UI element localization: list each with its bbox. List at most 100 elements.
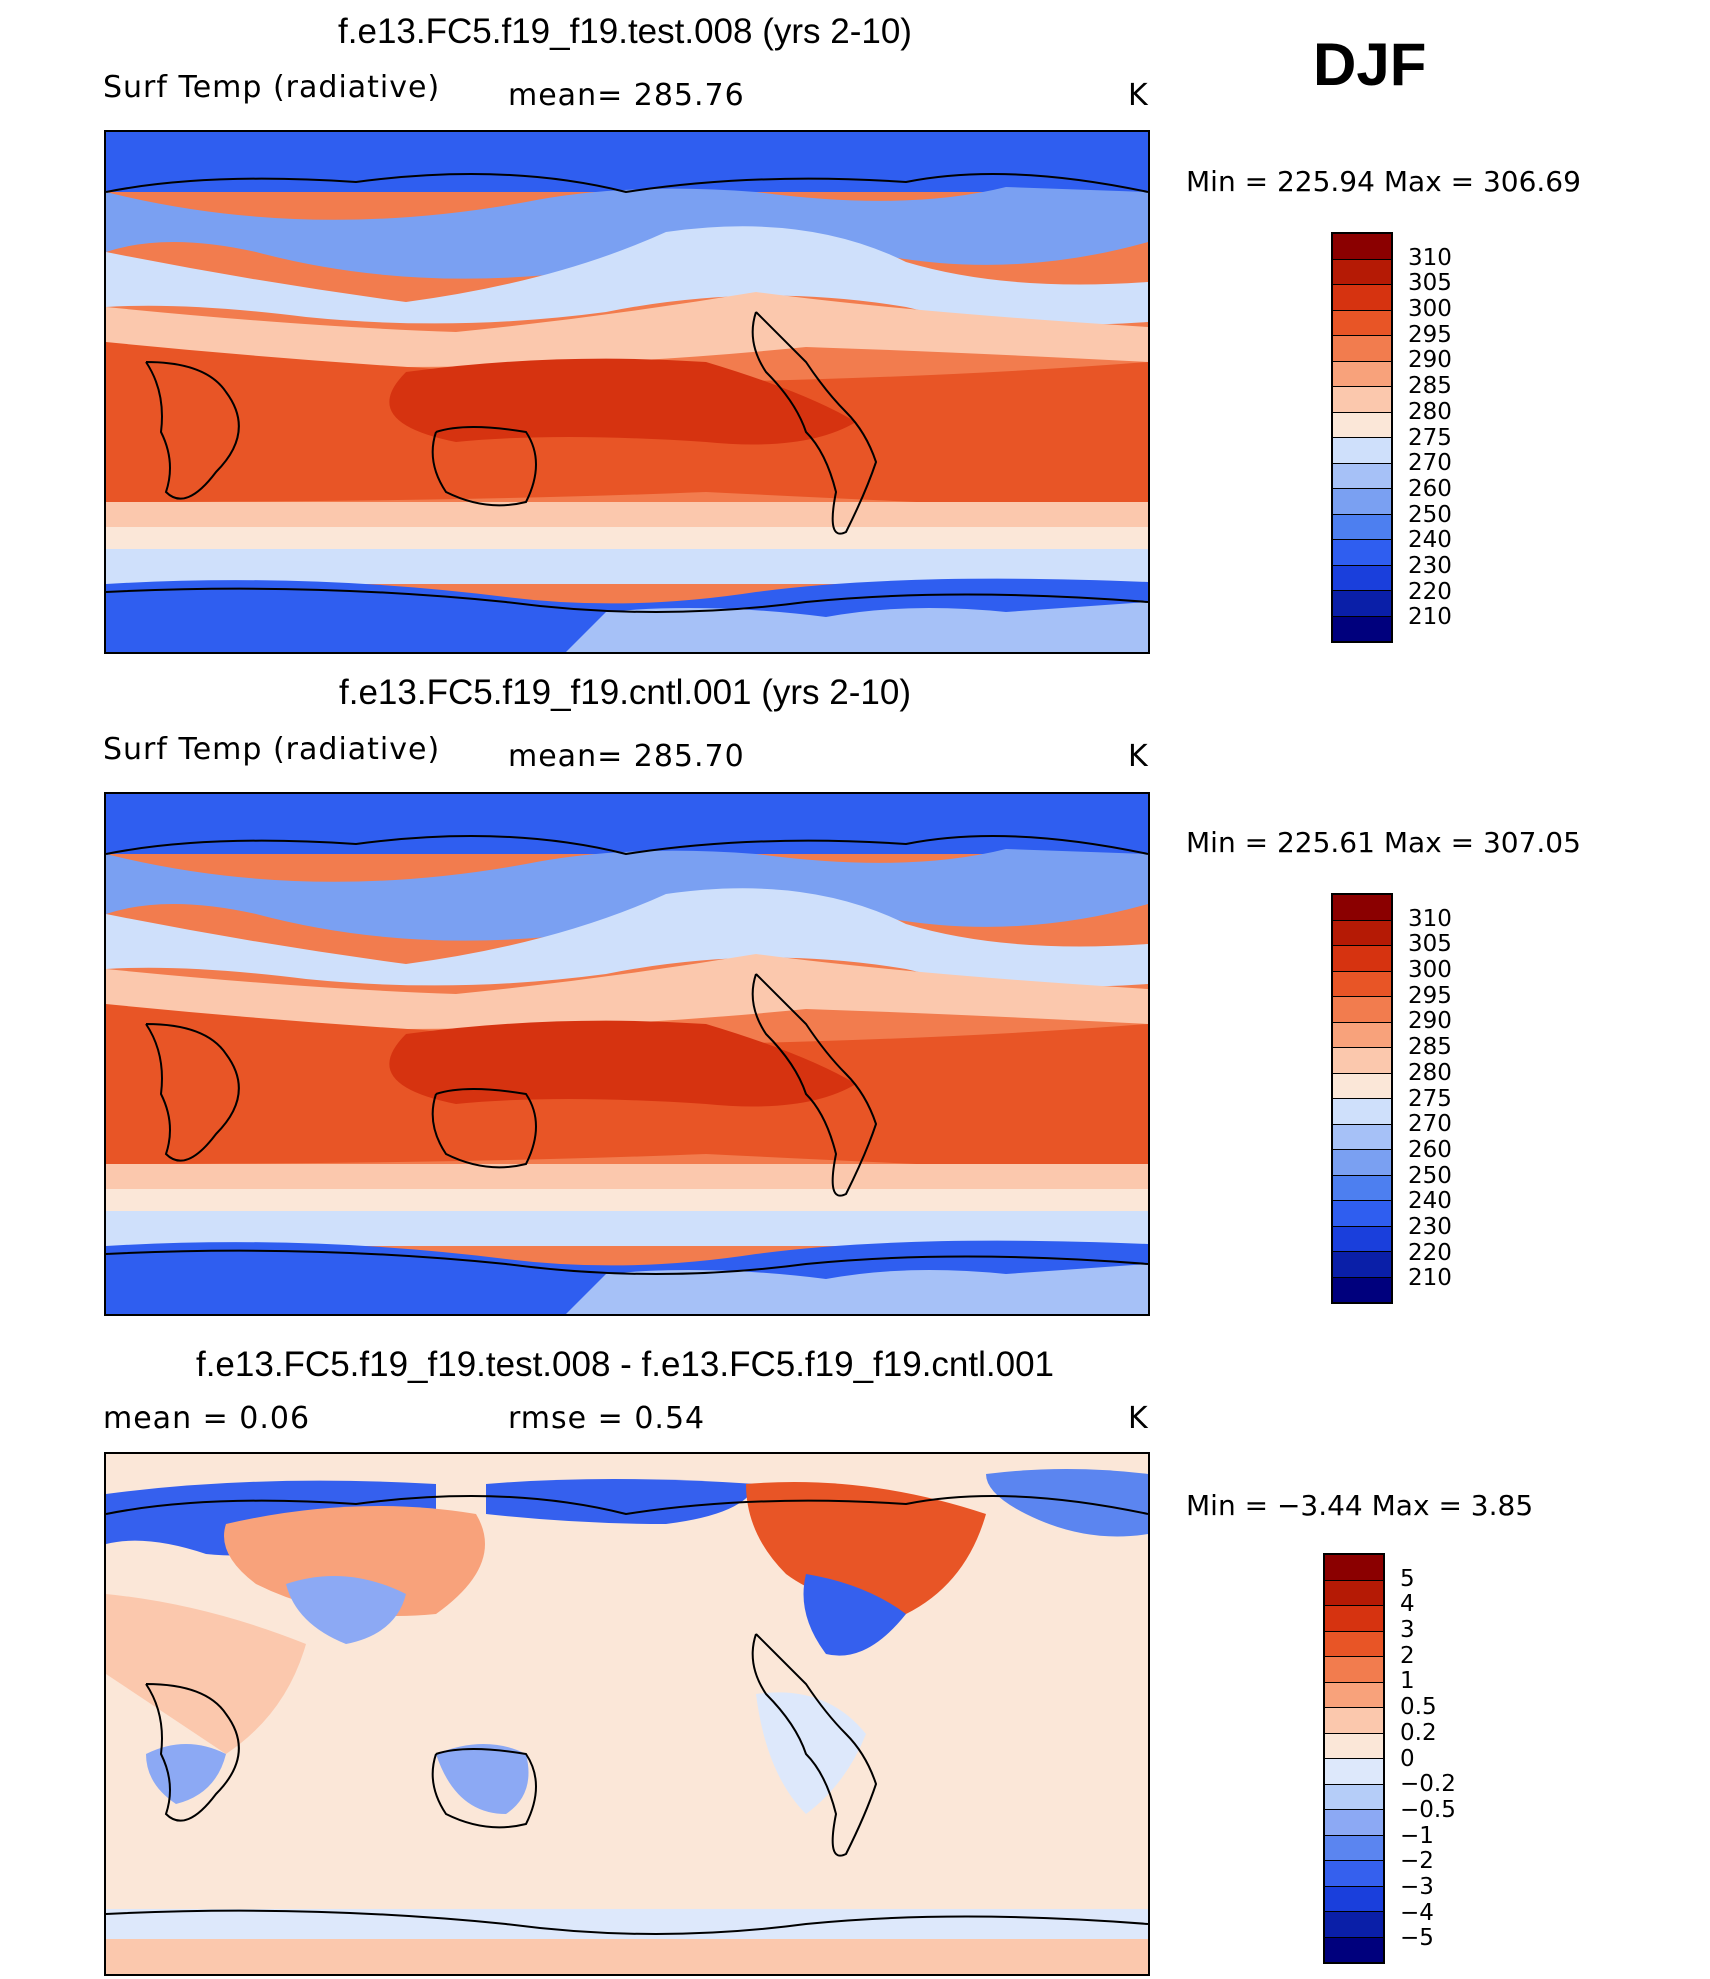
colorbar-box: [1333, 1099, 1391, 1125]
colorbar-tick-label: 260: [1408, 475, 1452, 502]
antarctic-anomaly: [106, 1939, 1148, 1974]
colorbar-tick-label: 220: [1408, 578, 1452, 605]
colorbar-tick-label: 300: [1408, 957, 1452, 984]
north-cool-band: [106, 888, 1148, 987]
colorbar-tick-label: 310: [1408, 244, 1452, 271]
coastlines: [106, 173, 1148, 613]
colorbar-box: [1333, 1124, 1391, 1150]
panel-3-colorbar-boxes: [1325, 1555, 1383, 1962]
arctic-coast-outline: [106, 1495, 1148, 1516]
season-label: DJF: [1313, 31, 1427, 98]
coastlines: [106, 835, 1148, 1275]
colorbar-tick-label: 295: [1408, 982, 1452, 1009]
warm-pool: [389, 1020, 856, 1107]
africa-outline: [145, 1023, 240, 1162]
colorbar-tick-label: 5: [1400, 1565, 1415, 1592]
greenland-cold-anomaly: [986, 1469, 1148, 1537]
colorbar-tick-label: 250: [1408, 1162, 1452, 1189]
colorbar-box: [1325, 1937, 1383, 1962]
panel-1-mean-label: mean= 285.76: [508, 78, 745, 113]
colorbar-tick-label: 0: [1400, 1745, 1415, 1772]
colorbar-box: [1333, 971, 1391, 997]
colorbar-tick-label: 300: [1408, 296, 1452, 323]
arctic-band: [106, 794, 1148, 854]
colorbar-tick-label: −1: [1400, 1822, 1434, 1849]
coastlines: [106, 1495, 1148, 1935]
colorbar-box: [1333, 234, 1391, 260]
antarctic-shelf: [566, 1264, 1148, 1314]
colorbar-tick-label: 230: [1408, 552, 1452, 579]
arctic-band: [106, 132, 1148, 192]
colorbar-box: [1333, 361, 1391, 387]
panel-1-map-svg: [106, 132, 1148, 652]
colorbar-tick-label: 280: [1408, 398, 1452, 425]
americas-outline: [751, 311, 878, 535]
panel-2-title: f.e13.FC5.f19_f19.cntl.001 (yrs 2-10): [339, 673, 911, 712]
north-mild-band: [106, 954, 1148, 1029]
south-cool-band: [106, 1189, 1148, 1211]
colorbar-tick-label: 280: [1408, 1059, 1452, 1086]
colorbar-box: [1325, 1861, 1383, 1887]
africa-warm-anomaly: [106, 1594, 306, 1754]
colorbar-box: [1333, 1150, 1391, 1176]
colorbar-tick-label: 0.5: [1400, 1694, 1437, 1721]
colorbar-tick-label: 220: [1408, 1239, 1452, 1266]
panel-3-mean-label: mean = 0.06: [103, 1401, 311, 1436]
antarctic-coast-outline: [106, 587, 1148, 613]
colorbar-box: [1333, 1022, 1391, 1048]
southern-ocean-band: [106, 549, 1148, 584]
americas-outline: [751, 1633, 878, 1857]
southern-africa-cold-anomaly: [146, 1744, 226, 1804]
colorbar-box: [1333, 463, 1391, 489]
panel-1-map: [104, 130, 1150, 654]
colorbar-tick-label: 290: [1408, 1008, 1452, 1035]
panel-2-colorbar-labels: 310 305 300 295 290 285 280 275 270 260 250 240 230 2…: [1408, 893, 1488, 1304]
colorbar-box: [1333, 1226, 1391, 1252]
colorbar-tick-label: 240: [1408, 527, 1452, 554]
australia-cold-anomaly: [436, 1744, 529, 1814]
antarctic-coast-outline: [106, 1909, 1148, 1935]
colorbar-tick-label: −3: [1400, 1873, 1434, 1900]
panel-3-min-max: Min = −3.44 Max = 3.85: [1186, 1489, 1534, 1522]
southern-ocean-band: [106, 1211, 1148, 1246]
australia-outline: [431, 1088, 537, 1169]
colorbar-tick-label: 2: [1400, 1642, 1415, 1669]
panel-3-title: f.e13.FC5.f19_f19.test.008 - f.e13.FC5.f…: [195, 1345, 1055, 1384]
panel-2-variable-label: Surf Temp (radiative): [103, 732, 441, 767]
panel-3-colorbar: [1323, 1553, 1385, 1964]
colorbar-tick-label: −5: [1400, 1925, 1434, 1952]
colorbar-box: [1333, 310, 1391, 336]
colorbar-box: [1333, 412, 1391, 438]
australia-outline: [431, 1748, 537, 1829]
colorbar-box: [1333, 946, 1391, 972]
colorbar-box: [1333, 285, 1391, 311]
colorbar-tick-label: −2: [1400, 1848, 1434, 1875]
south-mild-band: [106, 502, 1148, 527]
colorbar-tick-label: −4: [1400, 1899, 1434, 1926]
colorbar-tick-label: 210: [1408, 604, 1452, 631]
panel-1-min-max: Min = 225.94 Max = 306.69: [1186, 165, 1581, 198]
colorbar-tick-label: 3: [1400, 1617, 1415, 1644]
colorbar-tick-label: 0.2: [1400, 1719, 1437, 1746]
colorbar-box: [1333, 438, 1391, 464]
panel-2-map-svg: [106, 794, 1148, 1314]
panel-1-title: f.e13.FC5.f19_f19.test.008 (yrs 2-10): [338, 12, 912, 51]
colorbar-tick-label: 270: [1408, 450, 1452, 477]
panel-3-map: [104, 1452, 1150, 1976]
colorbar-box: [1333, 489, 1391, 515]
panel-1-colorbar-boxes: [1333, 234, 1391, 641]
colorbar-box: [1333, 387, 1391, 413]
panel-2-colorbar-boxes: [1333, 895, 1391, 1302]
colorbar-tick-label: 250: [1408, 501, 1452, 528]
tibet-cold-anomaly: [286, 1576, 406, 1644]
colorbar-tick-label: 275: [1408, 1085, 1452, 1112]
colorbar-box: [1325, 1810, 1383, 1836]
colorbar-box: [1333, 997, 1391, 1023]
colorbar-box: [1333, 259, 1391, 285]
warm-pool: [389, 358, 856, 445]
colorbar-box: [1325, 1784, 1383, 1810]
colorbar-tick-label: 305: [1408, 931, 1452, 958]
south-cool-band: [106, 527, 1148, 549]
panel-2-map: [104, 792, 1150, 1316]
colorbar-box: [1333, 616, 1391, 641]
